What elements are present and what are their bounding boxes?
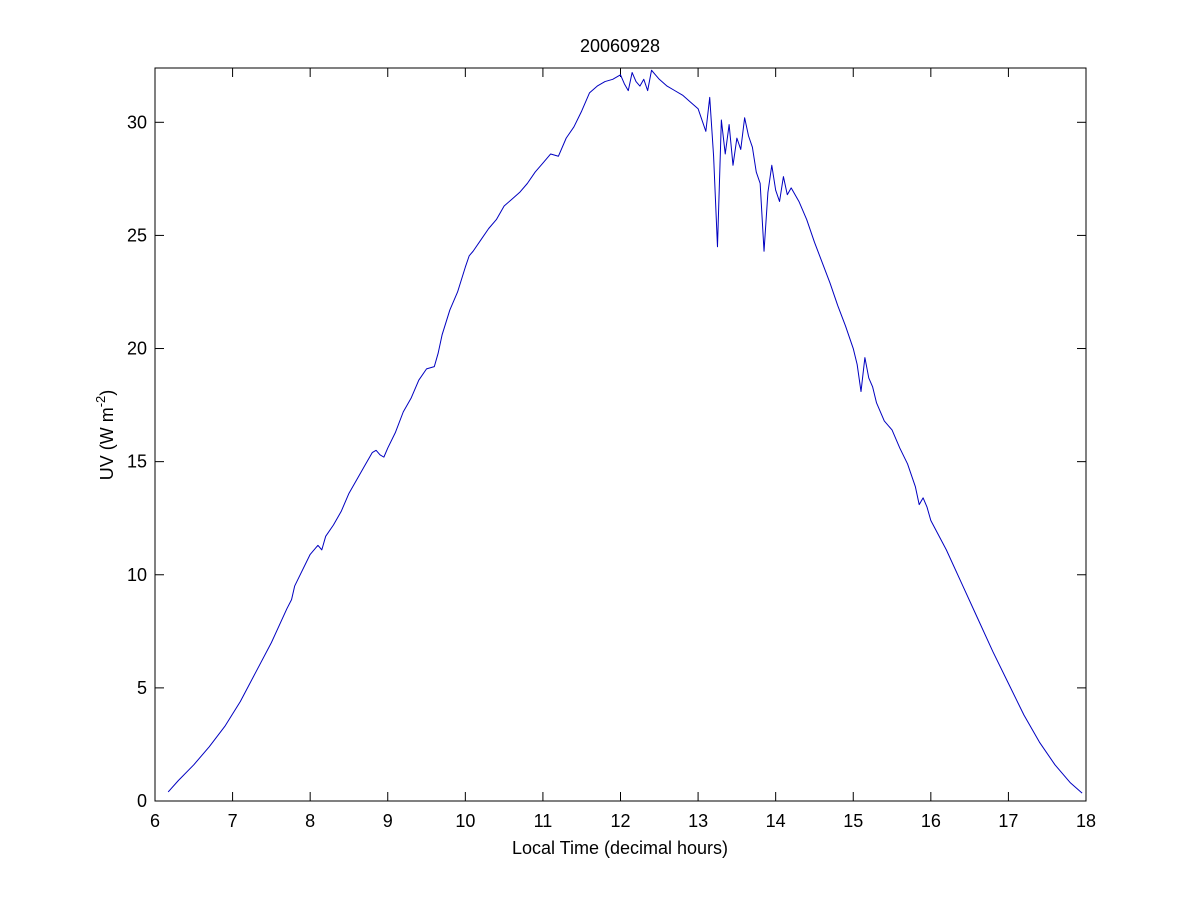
- y-axis-title-prefix: UV (W m: [97, 407, 117, 480]
- x-tick-label: 13: [688, 811, 708, 831]
- y-tick-label: 25: [127, 225, 147, 245]
- chart-title: 20060928: [580, 36, 660, 56]
- x-tick-label: 6: [150, 811, 160, 831]
- x-tick-label: 11: [534, 811, 553, 831]
- axes-frame: [154, 67, 1087, 802]
- x-tick-label: 12: [610, 811, 630, 831]
- y-axis-title: UV (W m-2): [93, 390, 117, 481]
- x-tick-label: 9: [383, 811, 393, 831]
- x-axis-title: Local Time (decimal hours): [512, 838, 728, 858]
- y-tick-label: 20: [127, 339, 147, 359]
- y-axis-title-superscript: -2: [93, 396, 108, 408]
- x-tick-label: 10: [455, 811, 475, 831]
- x-tick-label: 17: [998, 811, 1018, 831]
- uv-series-line: [167, 69, 1083, 794]
- x-tick-label: 7: [228, 811, 238, 831]
- y-tick-label: 15: [127, 452, 147, 472]
- y-tick-label: 30: [127, 112, 147, 132]
- x-tick-label: 14: [766, 811, 786, 831]
- x-tick-label: 8: [305, 811, 315, 831]
- y-tick-label: 10: [127, 565, 147, 585]
- y-tick-label: 5: [137, 678, 147, 698]
- y-axis-title-suffix: ): [97, 390, 117, 396]
- series-layer: [167, 69, 1083, 794]
- ticks-layer: 6 7 8 9 10 11 12 13 14 15 16 17 18 0 5 10 15 20 25 30: [127, 68, 1096, 831]
- y-tick-label: 0: [137, 791, 147, 811]
- x-tick-label: 15: [843, 811, 863, 831]
- x-tick-label: 18: [1076, 811, 1096, 831]
- x-tick-label: 16: [921, 811, 941, 831]
